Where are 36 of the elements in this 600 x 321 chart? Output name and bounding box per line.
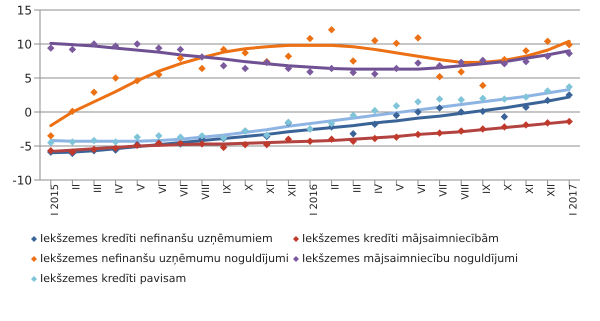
- legend-label: Iekšzemes nefinanšu uzņēmumu noguldījumi: [40, 252, 289, 265]
- legend-label: Iekšzemes mājsaimniecību noguldījumi: [302, 252, 518, 265]
- x-tick-label: IV: [114, 184, 126, 194]
- y-tick-label: 0: [24, 105, 32, 120]
- x-tick-label: II: [330, 184, 342, 190]
- x-tick-label: I 2016: [309, 184, 320, 216]
- x-tick-label: XII: [288, 184, 298, 197]
- x-tick-label: I 2015: [50, 184, 61, 216]
- x-tick-label: VII: [180, 184, 190, 197]
- x-tick-label: VIII: [460, 184, 472, 200]
- x-tick-label: XII: [546, 184, 558, 197]
- x-tick-label: VI: [417, 184, 428, 194]
- legend-label: Iekšzemes kredīti nefinanšu uzņēmumiem: [40, 232, 273, 245]
- x-tick-label: XI: [266, 184, 277, 194]
- x-tick-label: I 2017: [568, 184, 580, 216]
- x-tick-label: III: [352, 184, 364, 193]
- y-tick-label: -5: [20, 139, 32, 154]
- x-tick-label: X: [504, 184, 514, 191]
- x-tick-label: IV: [374, 184, 385, 194]
- y-tick-label: -10: [12, 173, 32, 188]
- x-tick-label: V: [136, 184, 148, 191]
- x-tick-label: XI: [525, 184, 536, 194]
- legend-label: Iekšzemes kredīti mājsaimniecībām: [302, 232, 499, 245]
- legend-label: Iekšzemes kredīti pavisam: [40, 272, 186, 285]
- x-tick-label: IX: [482, 184, 493, 194]
- x-tick-label: VIII: [201, 184, 212, 200]
- y-tick-label: 15: [16, 3, 32, 18]
- x-tick-label: VII: [438, 184, 450, 197]
- x-tick-label: IX: [222, 184, 234, 194]
- x-tick-label: II: [72, 184, 82, 190]
- x-tick-label: V: [396, 184, 406, 191]
- x-tick-label: VI: [158, 184, 169, 194]
- x-tick-label: X: [244, 184, 256, 191]
- x-tick-label: III: [93, 184, 104, 193]
- y-tick-label: 10: [16, 37, 32, 52]
- y-tick-label: 5: [24, 71, 32, 86]
